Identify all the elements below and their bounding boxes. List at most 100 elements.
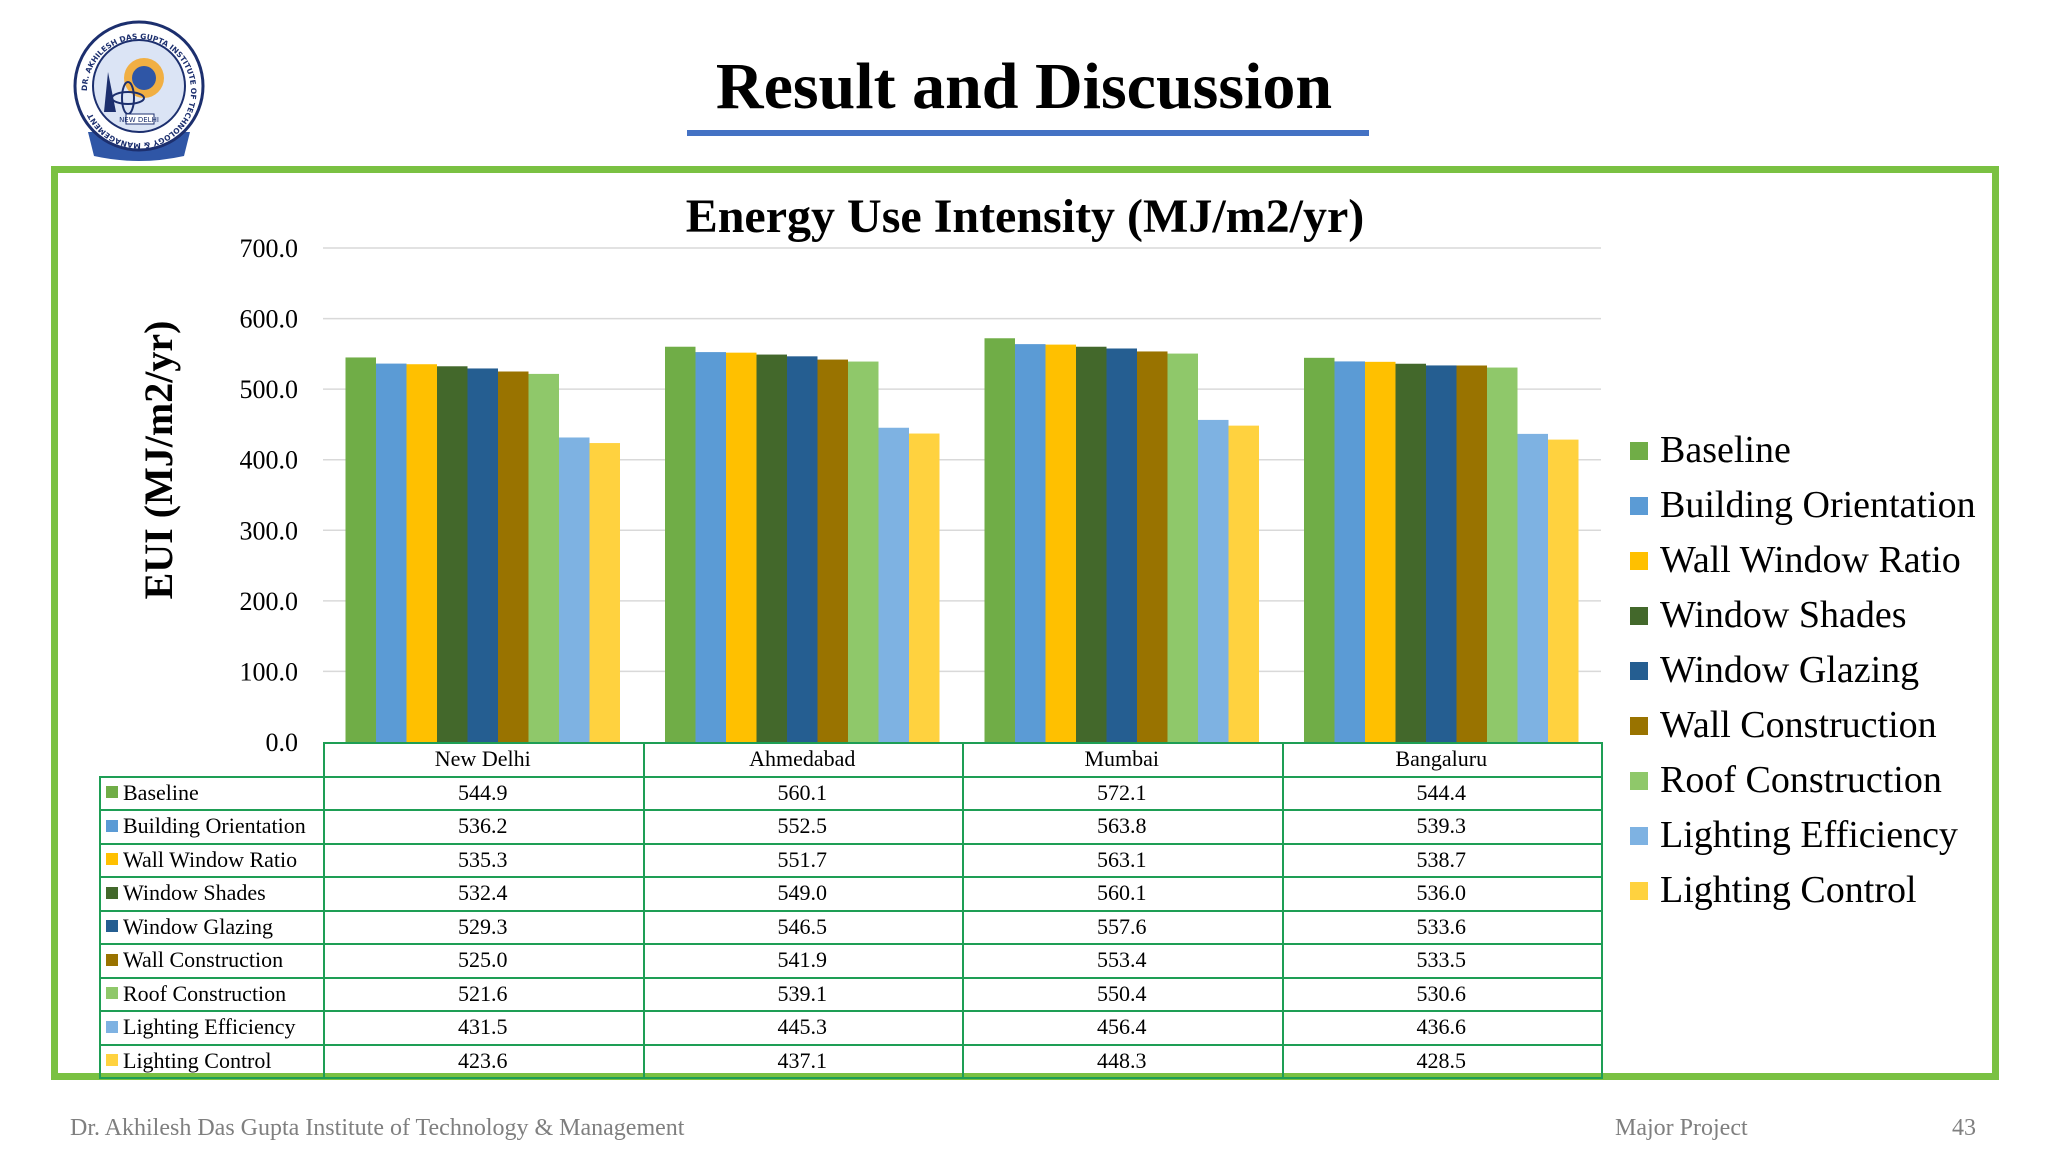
table-row-swatch <box>106 953 118 966</box>
table-header-cell: New Delhi <box>434 746 531 771</box>
table-row-label: Lighting Control <box>123 1047 272 1073</box>
table-row-label: Baseline <box>123 779 199 805</box>
table-value-cell: 431.5 <box>458 1014 508 1039</box>
bar-window-shades-mumbai <box>1076 346 1107 742</box>
bar-window-glazing-ahmedabad <box>787 356 818 742</box>
table-border <box>962 742 964 1079</box>
y-tick-label: 500.0 <box>240 375 299 404</box>
table-value-cell: 541.9 <box>777 947 828 972</box>
bar-lighting-efficiency-mumbai <box>1198 419 1229 742</box>
bar-baseline-ahmedabad <box>665 346 696 742</box>
footer-institute: Dr. Akhilesh Das Gupta Institute of Tech… <box>70 1115 685 1141</box>
table-value-cell: 553.4 <box>1097 947 1147 972</box>
table-value-cell: 525.0 <box>458 947 508 972</box>
legend-item: Window Glazing <box>1630 643 2030 698</box>
table-value-cell: 456.4 <box>1097 1014 1147 1039</box>
legend-item: Wall Window Ratio <box>1630 533 2030 588</box>
slide-title: Result and Discussion <box>715 50 1333 123</box>
legend-swatch <box>1630 826 1648 845</box>
bar-wall-construction-ahmedabad <box>817 359 848 742</box>
table-row-header: Window Shades <box>99 876 323 910</box>
table-row-header: Baseline <box>99 776 323 810</box>
table-row-swatch <box>106 886 118 899</box>
bar-window-shades-ahmedabad <box>756 354 787 742</box>
table-value-cell: 563.8 <box>1097 813 1147 838</box>
legend-item: Wall Construction <box>1630 698 2030 753</box>
table-value-cell: 560.1 <box>777 779 828 805</box>
bar-building-orientation-new-delhi <box>376 363 407 742</box>
legend-item: Lighting Control <box>1630 863 2030 918</box>
table-value-cell: 549.0 <box>777 880 828 905</box>
legend-item: Lighting Efficiency <box>1630 808 2030 863</box>
table-row-swatch <box>106 819 118 832</box>
table-value-cell: 546.5 <box>777 913 828 939</box>
y-tick-label: 300.0 <box>240 516 299 545</box>
table-border <box>99 976 1601 979</box>
bar-baseline-bangaluru <box>1304 357 1335 742</box>
table-value-cell: 572.1 <box>1097 779 1147 805</box>
table-border <box>99 842 1601 845</box>
legend-label: Window Glazing <box>1660 649 1920 691</box>
table-row-header: Wall Window Ratio <box>99 843 323 877</box>
legend-label: Lighting Efficiency <box>1660 814 1958 856</box>
table-row-label: Window Shades <box>123 880 266 905</box>
table-border <box>99 809 1601 811</box>
bar-baseline-mumbai <box>984 338 1015 742</box>
table-value-cell: 560.1 <box>1097 880 1147 905</box>
footer-project: Major Project <box>1615 1115 1748 1141</box>
table-value-cell: 437.1 <box>777 1047 828 1073</box>
table-value-cell: 529.3 <box>458 913 508 939</box>
table-row-swatch <box>106 987 118 1000</box>
legend-label: Wall Construction <box>1660 704 1937 746</box>
legend-swatch <box>1630 771 1648 790</box>
table-row-label: Roof Construction <box>123 980 287 1006</box>
table-border <box>99 775 1601 778</box>
table-value-cell: 530.6 <box>1416 980 1467 1006</box>
bar-lighting-efficiency-new-delhi <box>559 437 590 742</box>
table-border <box>99 876 1601 878</box>
y-tick-label: 400.0 <box>240 446 299 475</box>
bar-window-glazing-mumbai <box>1106 348 1137 742</box>
table-row-header: Wall Construction <box>99 943 323 977</box>
bar-roof-construction-new-delhi <box>528 373 559 742</box>
bar-lighting-control-bangaluru <box>1548 439 1579 742</box>
table-value-cell: 539.1 <box>777 980 828 1006</box>
bar-wall-window-ratio-new-delhi <box>406 364 437 742</box>
legend-item: Window Shades <box>1630 588 2030 643</box>
legend-swatch <box>1630 716 1648 735</box>
table-value-cell: 533.6 <box>1416 913 1467 939</box>
table-border <box>642 742 645 1079</box>
bar-roof-construction-ahmedabad <box>848 361 879 742</box>
bar-lighting-efficiency-bangaluru <box>1517 433 1548 742</box>
bar-lighting-control-ahmedabad <box>909 433 940 742</box>
legend-item: Roof Construction <box>1630 753 2030 808</box>
table-row-swatch <box>106 786 118 799</box>
table-row-header: Lighting Control <box>99 1044 323 1078</box>
legend-swatch <box>1630 606 1648 625</box>
table-value-cell: 436.6 <box>1416 1014 1467 1039</box>
table-row-header: Lighting Efficiency <box>99 1010 323 1044</box>
table-value-cell: 539.3 <box>1416 813 1467 838</box>
table-value-cell: 551.7 <box>777 846 828 872</box>
bar-lighting-efficiency-ahmedabad <box>878 427 909 742</box>
table-value-cell: 536.2 <box>458 813 508 838</box>
table-value-cell: 428.5 <box>1416 1047 1467 1073</box>
table-row-label: Lighting Efficiency <box>123 1014 296 1039</box>
table-row-swatch <box>106 1020 118 1033</box>
legend-label: Building Orientation <box>1660 484 1976 526</box>
table-header-cell: Ahmedabad <box>749 746 856 771</box>
table-row-header: Building Orientation <box>99 809 323 843</box>
bar-window-glazing-new-delhi <box>467 368 498 742</box>
table-row-header: Roof Construction <box>99 977 323 1011</box>
chart-title: Energy Use Intensity (MJ/m2/yr) <box>686 190 1365 243</box>
legend-item: Building Orientation <box>1630 478 2030 533</box>
table-border <box>323 742 325 1079</box>
legend-label: Baseline <box>1660 429 1791 471</box>
bar-wall-window-ratio-bangaluru <box>1365 361 1396 742</box>
chart-legend: Baseline Building Orientation Wall Window … <box>1630 423 2030 918</box>
bar-building-orientation-bangaluru <box>1334 361 1365 742</box>
table-border <box>99 775 101 1079</box>
y-tick-label: 100.0 <box>240 657 299 686</box>
table-value-cell: 552.5 <box>777 813 828 838</box>
table-row-label: Building Orientation <box>123 813 306 838</box>
